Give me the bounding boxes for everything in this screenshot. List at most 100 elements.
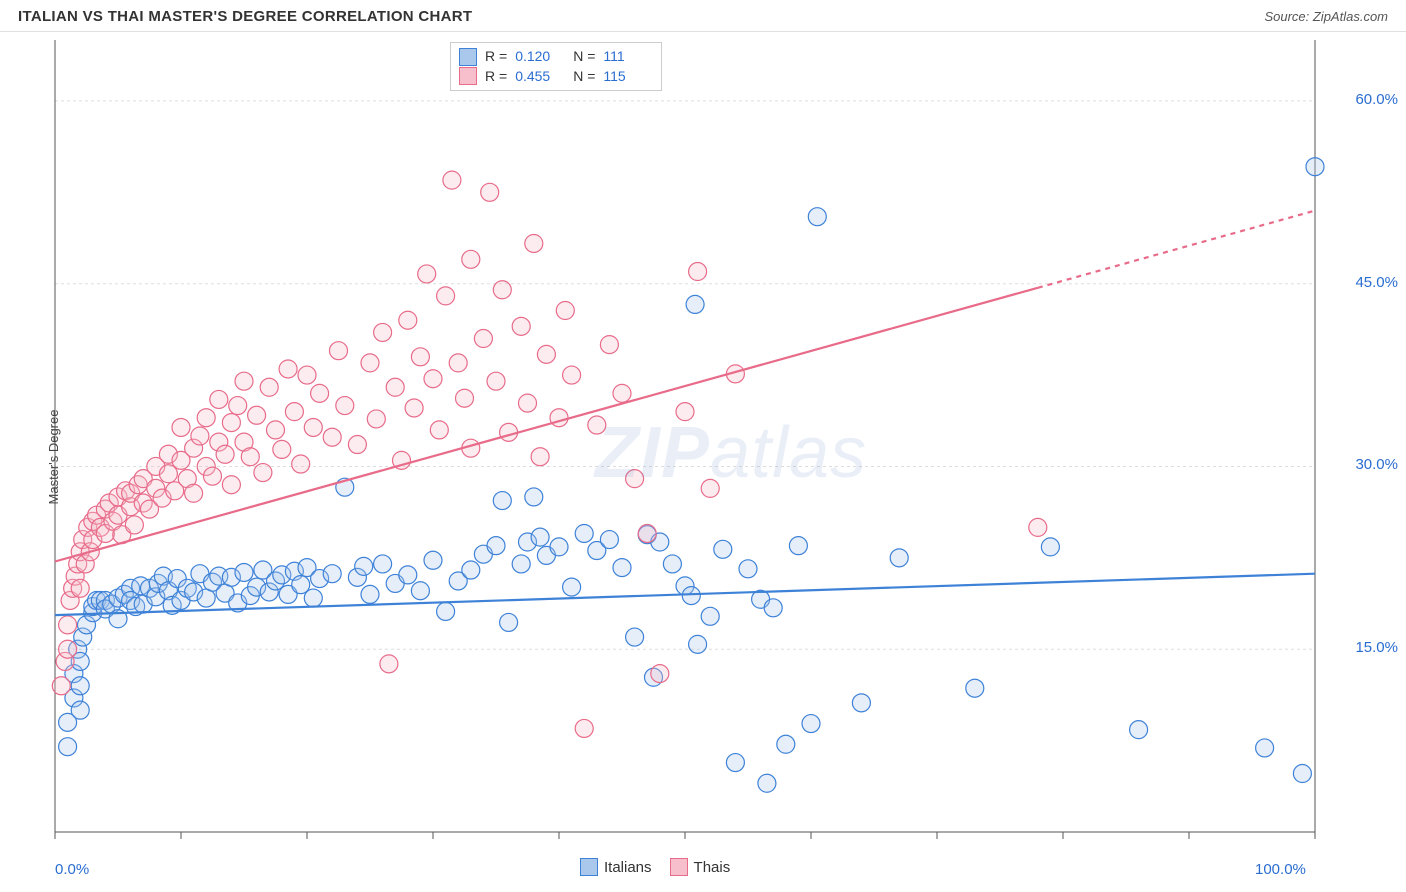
data-point — [374, 555, 392, 573]
data-point — [689, 635, 707, 653]
data-point — [802, 715, 820, 733]
data-point — [355, 557, 373, 575]
chart-title: ITALIAN VS THAI MASTER'S DEGREE CORRELAT… — [18, 8, 472, 25]
data-point — [701, 479, 719, 497]
data-point — [890, 549, 908, 567]
data-point — [789, 537, 807, 555]
data-point — [563, 578, 581, 596]
data-point — [638, 524, 656, 542]
chart-header: ITALIAN VS THAI MASTER'S DEGREE CORRELAT… — [0, 0, 1406, 32]
data-point — [588, 416, 606, 434]
x-tick-label: 0.0% — [55, 861, 89, 878]
data-point — [500, 613, 518, 631]
data-point — [172, 418, 190, 436]
data-point — [222, 476, 240, 494]
data-point — [273, 440, 291, 458]
data-point — [531, 448, 549, 466]
data-point — [254, 464, 272, 482]
data-point — [689, 263, 707, 281]
data-point — [361, 585, 379, 603]
data-point — [210, 390, 228, 408]
data-point — [386, 378, 404, 396]
data-point — [531, 528, 549, 546]
data-point — [613, 559, 631, 577]
data-point — [260, 378, 278, 396]
data-point — [651, 665, 669, 683]
data-point — [676, 403, 694, 421]
legend-item: Italians — [580, 858, 652, 876]
data-point — [600, 531, 618, 549]
data-point — [279, 360, 297, 378]
data-point — [59, 738, 77, 756]
data-point — [493, 492, 511, 510]
data-point — [563, 366, 581, 384]
data-point — [966, 679, 984, 697]
data-point — [550, 538, 568, 556]
legend-item: Thais — [670, 858, 731, 876]
data-point — [758, 774, 776, 792]
data-point — [1041, 538, 1059, 556]
data-point — [323, 428, 341, 446]
data-point — [424, 551, 442, 569]
data-point — [487, 372, 505, 390]
data-point — [71, 701, 89, 719]
scatter-chart-svg — [0, 32, 1406, 882]
data-point — [481, 183, 499, 201]
legend-r-value: 0.455 — [515, 67, 565, 87]
data-point — [537, 345, 555, 363]
data-point — [235, 372, 253, 390]
data-point — [185, 484, 203, 502]
data-point — [125, 516, 143, 534]
data-point — [229, 397, 247, 415]
series-legend: Italians Thais — [580, 858, 730, 876]
legend-n-label: N = — [573, 47, 595, 67]
data-point — [216, 445, 234, 463]
trend-line-extrapolated — [1038, 211, 1315, 288]
data-point — [405, 399, 423, 417]
data-point — [52, 677, 70, 695]
data-point — [1029, 518, 1047, 536]
data-point — [600, 336, 618, 354]
legend-n-value: 115 — [603, 67, 653, 87]
legend-row: R =0.455N =115 — [459, 67, 653, 87]
data-point — [424, 370, 442, 388]
data-point — [311, 384, 329, 402]
data-point — [304, 589, 322, 607]
data-point — [626, 470, 644, 488]
data-point — [726, 754, 744, 772]
data-point — [512, 555, 530, 573]
y-tick-label: 15.0% — [1355, 639, 1398, 656]
data-point — [575, 524, 593, 542]
data-point — [525, 234, 543, 252]
legend-row: R =0.120N =111 — [459, 47, 653, 67]
data-point — [71, 579, 89, 597]
legend-label: Italians — [604, 859, 652, 876]
legend-label: Thais — [694, 859, 731, 876]
data-point — [222, 414, 240, 432]
data-point — [1293, 765, 1311, 783]
data-point — [59, 640, 77, 658]
data-point — [437, 287, 455, 305]
legend-swatch — [459, 67, 477, 85]
data-point — [197, 409, 215, 427]
legend-n-label: N = — [573, 67, 595, 87]
data-point — [525, 488, 543, 506]
data-point — [519, 394, 537, 412]
y-tick-label: 60.0% — [1355, 91, 1398, 108]
data-point — [613, 384, 631, 402]
data-point — [443, 171, 461, 189]
y-tick-label: 45.0% — [1355, 274, 1398, 291]
data-point — [380, 655, 398, 673]
data-point — [348, 436, 366, 454]
data-point — [367, 410, 385, 428]
data-point — [456, 389, 474, 407]
data-point — [1130, 721, 1148, 739]
data-point — [626, 628, 644, 646]
data-point — [777, 735, 795, 753]
data-point — [739, 560, 757, 578]
x-tick-label: 100.0% — [1255, 861, 1306, 878]
data-point — [336, 397, 354, 415]
data-point — [1306, 158, 1324, 176]
data-point — [241, 448, 259, 466]
data-point — [411, 348, 429, 366]
